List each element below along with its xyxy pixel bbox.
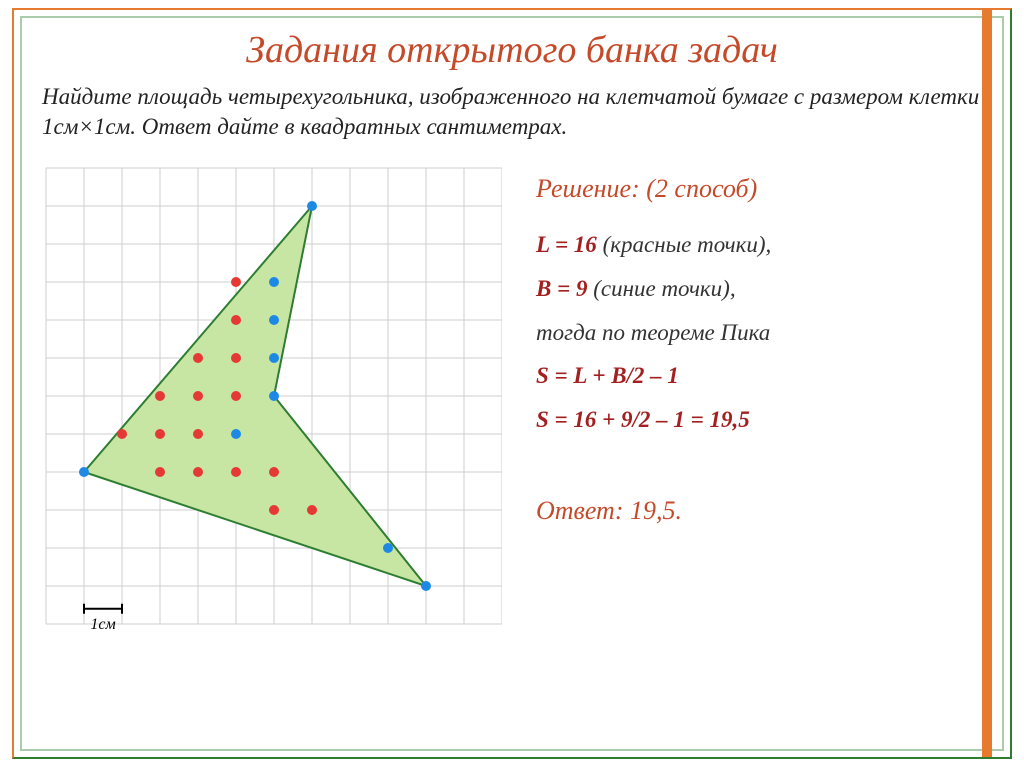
solution-block: Решение: (2 способ) L = 16 (красные точк…: [536, 164, 982, 644]
solution-line-4: S = L + B/2 – 1: [536, 354, 982, 398]
problem-text: Найдите площадь четырехугольника, изобра…: [42, 82, 982, 142]
grid-diagram: 1см: [42, 164, 502, 644]
svg-text:1см: 1см: [90, 616, 115, 633]
solution-line-3: тогда по теореме Пика: [536, 311, 982, 355]
page-title: Задания открытого банка задач: [42, 28, 982, 72]
solution-line-2: B = 9 (синие точки),: [536, 267, 982, 311]
solution-line-5: S = 16 + 9/2 – 1 = 19,5: [536, 398, 982, 442]
solution-line-1: L = 16 (красные точки),: [536, 223, 982, 267]
solution-heading: Решение: (2 способ): [536, 164, 982, 213]
answer: Ответ: 19,5.: [536, 486, 982, 535]
